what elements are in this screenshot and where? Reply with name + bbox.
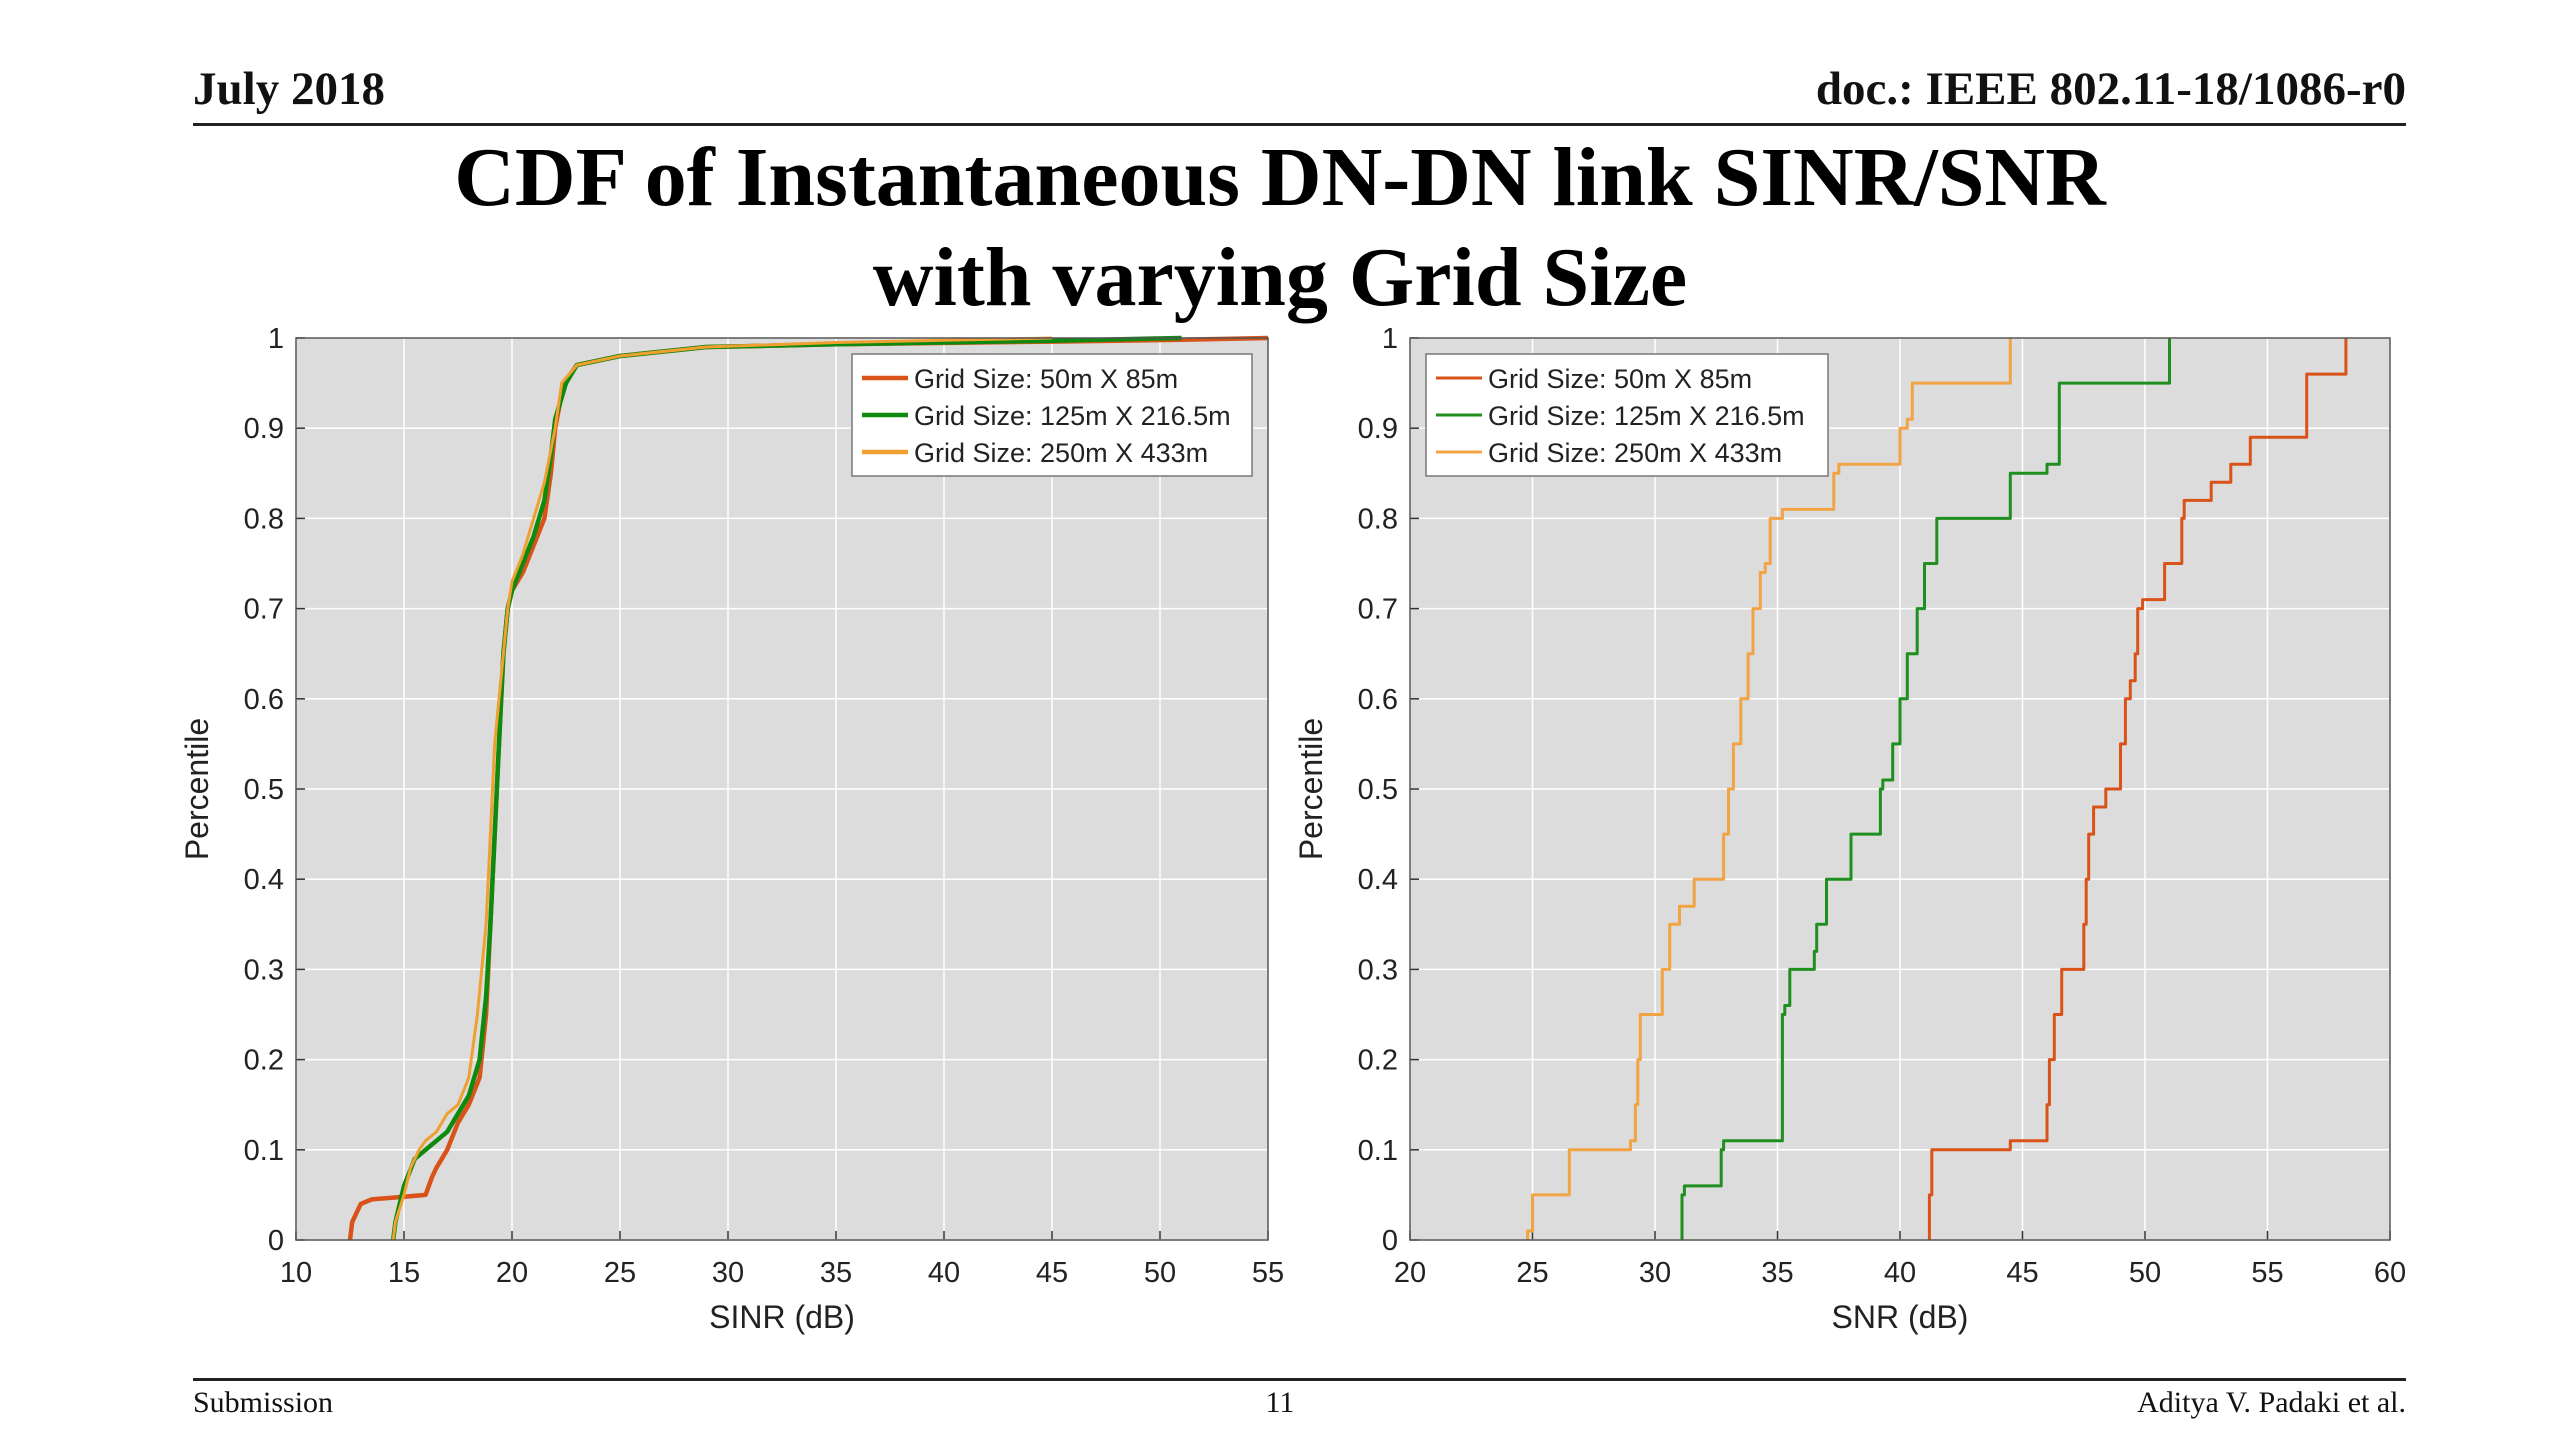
x-axis-label: SINR (dB) xyxy=(709,1299,855,1335)
x-tick-label: 10 xyxy=(280,1257,312,1289)
x-tick-label: 60 xyxy=(2374,1257,2406,1289)
legend-entry: Grid Size: 50m X 85m xyxy=(914,364,1178,394)
slide-title: CDF of Instantaneous DN-DN link SINR/SNR… xyxy=(0,128,2560,328)
legend-entry: Grid Size: 250m X 433m xyxy=(1488,438,1782,468)
x-tick-label: 25 xyxy=(1516,1257,1548,1289)
legend-box xyxy=(1425,353,1829,477)
x-axis-label: SNR (dB) xyxy=(1832,1299,1969,1335)
y-tick-label: 0.9 xyxy=(244,413,284,445)
y-tick-label: 1 xyxy=(1382,323,1398,355)
y-tick-label: 0.5 xyxy=(1358,774,1398,806)
y-tick-label: 0.1 xyxy=(244,1135,284,1167)
x-tick-label: 25 xyxy=(604,1257,636,1289)
y-tick-label: 0.4 xyxy=(1358,864,1398,896)
x-tick-label: 45 xyxy=(2006,1257,2038,1289)
y-tick-label: 0.2 xyxy=(1358,1045,1398,1077)
y-tick-label: 0.2 xyxy=(244,1045,284,1077)
chart-1: 10 15 20 25 30 35 40 45 50 55 0 0.1 0.2 0.3 0.4 0.5 0.6 0… xyxy=(179,323,1284,1335)
y-tick-label: 0.9 xyxy=(1358,413,1398,445)
y-tick-label: 0.6 xyxy=(244,684,284,716)
legend-box xyxy=(851,353,1253,477)
y-axis-label: Percentile xyxy=(1293,718,1329,860)
series-line-1 xyxy=(1927,338,2348,1240)
x-tick-label: 55 xyxy=(1252,1257,1284,1289)
x-tick-label: 50 xyxy=(2129,1257,2161,1289)
title-line-1: CDF of Instantaneous DN-DN link SINR/SNR xyxy=(454,131,2106,224)
series-line-3 xyxy=(1526,338,2012,1240)
y-tick-label: 0.8 xyxy=(244,503,284,535)
plot-frame xyxy=(1409,337,2391,1241)
y-tick-label: 0.7 xyxy=(1358,594,1398,626)
footer-submission: Submission xyxy=(193,1386,334,1419)
header-date: July 2018 xyxy=(193,63,385,115)
plot-frame xyxy=(295,337,1269,1241)
series-line-2 xyxy=(1680,338,2171,1240)
x-tick-label: 55 xyxy=(2251,1257,2283,1289)
x-tick-label: 20 xyxy=(1394,1257,1426,1289)
x-tick-label: 30 xyxy=(1639,1257,1671,1289)
series-line-3 xyxy=(391,336,1053,1241)
legend-entry: Grid Size: 125m X 216.5m xyxy=(1488,401,1805,431)
legend: Grid Size: 50m X 85m Grid Size: 125m X 21… xyxy=(1425,353,1829,477)
x-tick-label: 50 xyxy=(1144,1257,1176,1289)
legend-entry: Grid Size: 125m X 216.5m xyxy=(914,401,1231,431)
y-axis-label: Percentile xyxy=(179,718,215,860)
x-tick-label: 20 xyxy=(496,1257,528,1289)
y-tick-label: 0.3 xyxy=(244,954,284,986)
y-tick-label: 0.3 xyxy=(1358,954,1398,986)
legend: Grid Size: 50m X 85m Grid Size: 125m X 21… xyxy=(851,353,1253,477)
header-doc-id: doc.: IEEE 802.11-18/1086-r0 xyxy=(1815,63,2406,115)
y-tick-label: 0.1 xyxy=(1358,1135,1398,1167)
x-tick-label: 35 xyxy=(1761,1257,1793,1289)
y-tick-label: 0.4 xyxy=(244,864,284,896)
x-tick-label: 40 xyxy=(928,1257,960,1289)
footer-rule xyxy=(193,1378,2406,1381)
y-tick-label: 0.5 xyxy=(244,774,284,806)
header-rule xyxy=(193,123,2406,126)
chart-2: 20 25 30 35 40 45 50 55 60 0 0.1 0.2 0.3 0.4 0.5 0.6 0.7… xyxy=(1293,323,2406,1335)
y-tick-label: 0 xyxy=(268,1225,284,1257)
legend-entry: Grid Size: 50m X 85m xyxy=(1488,364,1752,394)
legend-entry: Grid Size: 250m X 433m xyxy=(914,438,1208,468)
y-tick-label: 1 xyxy=(268,323,284,355)
x-tick-label: 40 xyxy=(1884,1257,1916,1289)
x-tick-label: 45 xyxy=(1036,1257,1068,1289)
y-tick-label: 0.6 xyxy=(1358,684,1398,716)
footer-authors: Aditya V. Padaki et al. xyxy=(2137,1386,2406,1419)
y-tick-label: 0.7 xyxy=(244,594,284,626)
y-tick-label: 0.8 xyxy=(1358,503,1398,535)
x-tick-label: 30 xyxy=(712,1257,744,1289)
x-tick-label: 35 xyxy=(820,1257,852,1289)
y-tick-label: 0 xyxy=(1382,1225,1398,1257)
x-tick-label: 15 xyxy=(388,1257,420,1289)
title-line-2: with varying Grid Size xyxy=(872,231,1688,324)
footer-page-number: 11 xyxy=(1265,1386,1295,1419)
